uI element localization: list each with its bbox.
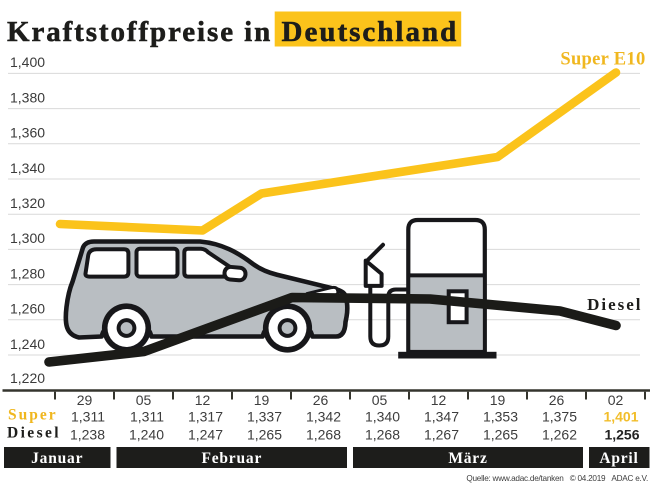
svg-text:1,240: 1,240 [10, 336, 45, 352]
svg-text:1,262: 1,262 [542, 426, 577, 442]
svg-text:1,380: 1,380 [10, 89, 45, 105]
svg-text:19: 19 [490, 392, 506, 408]
svg-text:1,353: 1,353 [483, 408, 518, 424]
svg-text:1,340: 1,340 [10, 160, 45, 176]
svg-text:Kraftstoffpreise in: Kraftstoffpreise in [7, 16, 272, 48]
svg-text:1,342: 1,342 [306, 408, 341, 424]
svg-text:Quelle: www.adac.de/tanken ©: Quelle: www.adac.de/tanken © 04.2019 ADA… [466, 474, 648, 483]
svg-text:1,268: 1,268 [365, 426, 400, 442]
svg-text:1,337: 1,337 [247, 408, 282, 424]
svg-text:1,375: 1,375 [542, 408, 577, 424]
svg-text:Diesel: Diesel [587, 295, 642, 314]
svg-text:1,360: 1,360 [10, 125, 45, 141]
svg-text:1,267: 1,267 [424, 426, 459, 442]
svg-text:1,238: 1,238 [70, 426, 105, 442]
svg-text:1,320: 1,320 [10, 195, 45, 211]
svg-text:Diesel: Diesel [7, 425, 61, 442]
svg-text:1,265: 1,265 [247, 426, 282, 442]
svg-text:Super: Super [8, 407, 58, 424]
svg-text:26: 26 [313, 392, 329, 408]
svg-text:26: 26 [549, 392, 565, 408]
svg-text:05: 05 [136, 392, 152, 408]
svg-text:1,280: 1,280 [10, 265, 45, 281]
svg-text:Deutschland: Deutschland [282, 16, 459, 48]
svg-text:1,317: 1,317 [188, 408, 223, 424]
svg-text:1,256: 1,256 [604, 426, 639, 442]
svg-text:12: 12 [195, 392, 211, 408]
svg-text:1,311: 1,311 [71, 408, 105, 424]
svg-text:29: 29 [77, 392, 93, 408]
svg-text:02: 02 [608, 392, 624, 408]
svg-text:1,240: 1,240 [129, 426, 164, 442]
svg-text:April: April [599, 450, 638, 467]
svg-text:1,260: 1,260 [10, 301, 45, 317]
svg-text:12: 12 [431, 392, 447, 408]
svg-text:1,400: 1,400 [10, 54, 45, 70]
svg-text:1,347: 1,347 [424, 408, 459, 424]
svg-text:1,220: 1,220 [10, 370, 45, 386]
svg-text:1,401: 1,401 [603, 408, 638, 424]
svg-text:05: 05 [372, 392, 388, 408]
svg-text:19: 19 [254, 392, 270, 408]
svg-text:Januar: Januar [31, 450, 83, 467]
svg-text:1,340: 1,340 [365, 408, 400, 424]
svg-text:1,311: 1,311 [130, 408, 164, 424]
svg-text:1,300: 1,300 [10, 230, 45, 246]
svg-text:1,247: 1,247 [188, 426, 223, 442]
svg-text:Super E10: Super E10 [560, 50, 645, 70]
svg-text:Februar: Februar [201, 450, 262, 467]
svg-text:1,265: 1,265 [483, 426, 518, 442]
svg-text:1,268: 1,268 [306, 426, 341, 442]
svg-text:März: März [448, 450, 487, 467]
